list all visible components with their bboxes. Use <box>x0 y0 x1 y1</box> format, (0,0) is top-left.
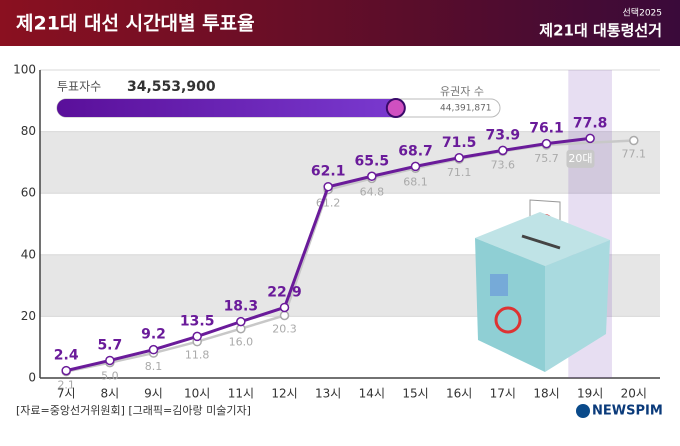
x-tick-label: 17시 <box>490 387 516 401</box>
data-label: 73.6 <box>491 158 516 171</box>
source: [자료=중앙선거위원회] [그래픽=김아랑 미술기자] <box>16 404 251 417</box>
data-label: 2.4 <box>54 348 79 364</box>
data-label: 77.8 <box>573 115 608 131</box>
legend-label: 20대 <box>568 152 592 165</box>
brand-top: 선택2025 <box>623 8 662 19</box>
brand-main: 제21대 대통령선거 <box>539 22 662 40</box>
data-label: 8.1 <box>145 360 163 373</box>
logo-icon <box>576 404 590 418</box>
data-label: 68.1 <box>403 175 428 188</box>
data-label: 2.1 <box>57 379 75 392</box>
x-tick-label: 7시 <box>57 387 76 401</box>
x-tick-label: 10시 <box>184 387 210 401</box>
data-label: 16.0 <box>229 336 254 349</box>
data-label: 5.0 <box>101 370 119 383</box>
data-point <box>61 365 71 376</box>
data-label: 62.1 <box>311 164 346 180</box>
x-tick-label: 18시 <box>533 387 559 401</box>
data-label: 64.8 <box>360 185 385 198</box>
data-label: 76.1 <box>529 121 564 137</box>
x-tick-label: 12시 <box>271 387 297 401</box>
x-tick-label: 8시 <box>101 387 120 401</box>
y-tick-label: 100 <box>13 63 36 77</box>
data-point <box>236 316 246 327</box>
data-label: 13.5 <box>180 313 215 329</box>
data-label: 71.1 <box>447 166 472 179</box>
total-value: 44,391,871 <box>440 104 492 114</box>
data-label: 71.5 <box>442 135 477 151</box>
data-point <box>279 302 290 313</box>
data-label: 18.3 <box>224 299 259 315</box>
data-label: 68.7 <box>398 143 433 159</box>
x-tick-label: 14시 <box>359 387 385 401</box>
y-tick-label: 40 <box>21 247 36 261</box>
x-tick-label: 15시 <box>402 387 428 401</box>
data-point <box>105 355 115 366</box>
data-label: 9.2 <box>141 327 166 343</box>
data-label: 77.1 <box>622 148 647 161</box>
data-label: 75.7 <box>534 152 559 165</box>
data-point <box>148 344 159 355</box>
data-point <box>192 331 202 342</box>
data-label: 22.9 <box>267 284 302 300</box>
data-label: 5.7 <box>97 337 122 353</box>
data-label: 73.9 <box>486 127 521 143</box>
total-label: 유권자 수 <box>440 85 484 98</box>
x-tick-label: 20시 <box>621 387 647 401</box>
x-tick-label: 9시 <box>144 387 163 401</box>
data-point <box>323 181 333 192</box>
y-tick-label: 80 <box>21 124 36 138</box>
turnout-bar <box>57 99 402 117</box>
x-tick-label: 19시 <box>577 387 603 401</box>
data-point <box>410 161 421 172</box>
data-point <box>541 138 552 149</box>
y-tick-label: 20 <box>21 309 36 323</box>
publisher: NEWSPIM <box>592 404 663 419</box>
bar-knob <box>385 98 406 118</box>
y-tick-label: 0 <box>28 371 36 385</box>
y-tick-label: 60 <box>21 186 36 200</box>
bar-value: 34,553,900 <box>127 79 216 95</box>
data-label: 11.8 <box>185 349 210 362</box>
legend-badge <box>566 149 595 168</box>
data-point <box>585 133 595 144</box>
data-label: 65.5 <box>355 153 390 169</box>
x-tick-label: 11시 <box>228 387 254 401</box>
header <box>0 0 680 46</box>
data-point <box>498 145 508 156</box>
data-point <box>279 310 290 321</box>
data-point <box>454 153 464 163</box>
data-label: 20.3 <box>272 322 297 335</box>
ballot-box <box>475 199 610 372</box>
x-tick-label: 16시 <box>446 387 472 401</box>
data-point <box>367 171 377 182</box>
title: 제21대 대선 시간대별 투표율 <box>16 13 255 35</box>
bar-label: 투표자수 <box>57 80 101 94</box>
x-tick-label: 13시 <box>315 387 341 401</box>
data-point <box>629 135 639 146</box>
